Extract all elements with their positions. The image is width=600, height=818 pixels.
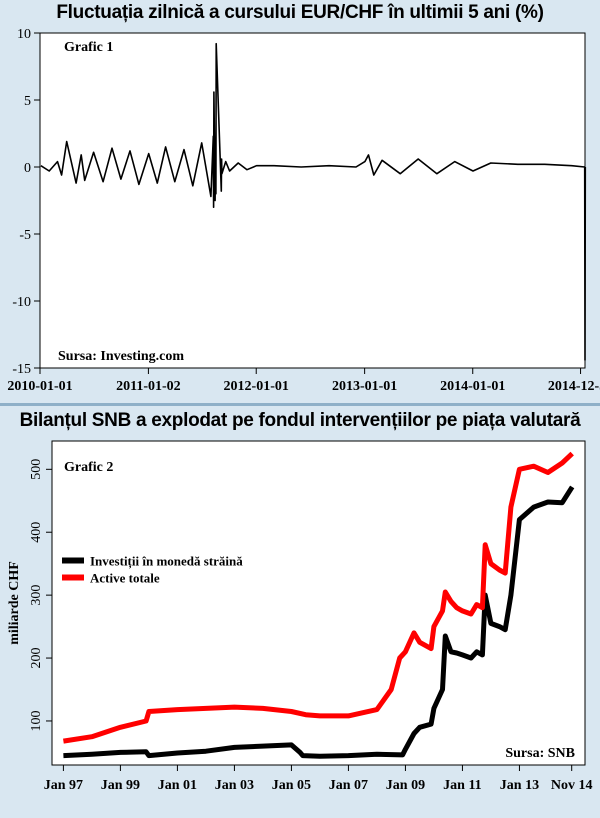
plot-area	[51, 440, 586, 766]
x-tick-label: 2010-01-01	[7, 379, 72, 394]
chart-2-title: Bilanțul SNB a explodat pe fondul interv…	[19, 410, 581, 431]
x-tick-label: 2013-01-01	[332, 379, 397, 394]
chart-2-source: Sursa: SNB	[505, 746, 575, 761]
series-line-daily-change	[40, 42, 587, 361]
x-tick-label: 2014-12-31	[548, 379, 600, 394]
y-tick-label: -10	[12, 295, 31, 310]
legend-label: Active totale	[90, 571, 160, 586]
x-tick-label: Jan 07	[329, 778, 368, 793]
x-tick-label: 2011-01-02	[116, 379, 181, 394]
y-axis-label: miliarde CHF	[7, 561, 22, 645]
y-tick-label: 300	[29, 585, 44, 606]
x-tick-label: Jan 97	[44, 778, 83, 793]
legend-label: Investiții în monedă străină	[90, 554, 243, 570]
chart-panel-2: Bilanțul SNB a explodat pe fondul interv…	[0, 408, 600, 813]
y-tick-label: 10	[17, 27, 31, 42]
x-tick-label: 2014-01-01	[440, 379, 505, 394]
y-tick-label: 500	[29, 459, 44, 480]
chart-1-title: Fluctuația zilnică a cursului EUR/CHF în…	[56, 2, 544, 23]
panel-separator	[0, 403, 600, 406]
chart-2-svg: Grafic 2 Sursa: SNB miliarde CHF 100 200 300 4…	[7, 440, 593, 793]
x-tick-label: Jan 09	[386, 778, 425, 793]
x-tick-label: Jan 03	[215, 778, 254, 793]
y-tick-label: 0	[24, 161, 31, 176]
series-line-investitii	[63, 485, 575, 759]
x-tick-label: Jan 01	[158, 778, 197, 793]
x-tick-label: Jan 05	[272, 778, 311, 793]
x-tick-label: Nov 14	[551, 778, 593, 793]
series-line-active-totale	[63, 451, 574, 744]
x-tick-label: 2012-01-01	[224, 379, 289, 394]
chart-1-svg: Grafic 1 Sursa: Investing.com 10 5 0 -5 -10 -15…	[7, 27, 600, 394]
x-tick-label: Jan 11	[443, 778, 482, 793]
y-tick-label: 100	[29, 710, 44, 731]
x-tick-label: Jan 13	[500, 778, 539, 793]
plot-area	[39, 32, 586, 369]
y-tick-label: 200	[29, 648, 44, 669]
y-tick-label: 5	[24, 94, 31, 109]
y-tick-label: -15	[12, 362, 31, 377]
chart-1-source: Sursa: Investing.com	[58, 349, 184, 364]
chart-2-label: Grafic 2	[64, 460, 113, 475]
y-tick-label: -5	[19, 228, 31, 243]
x-tick-label: Jan 99	[101, 778, 140, 793]
chart-1-label: Grafic 1	[64, 40, 113, 55]
chart-panel-1: Fluctuația zilnică a cursului EUR/CHF în…	[0, 0, 600, 405]
y-tick-label: 400	[29, 522, 44, 543]
